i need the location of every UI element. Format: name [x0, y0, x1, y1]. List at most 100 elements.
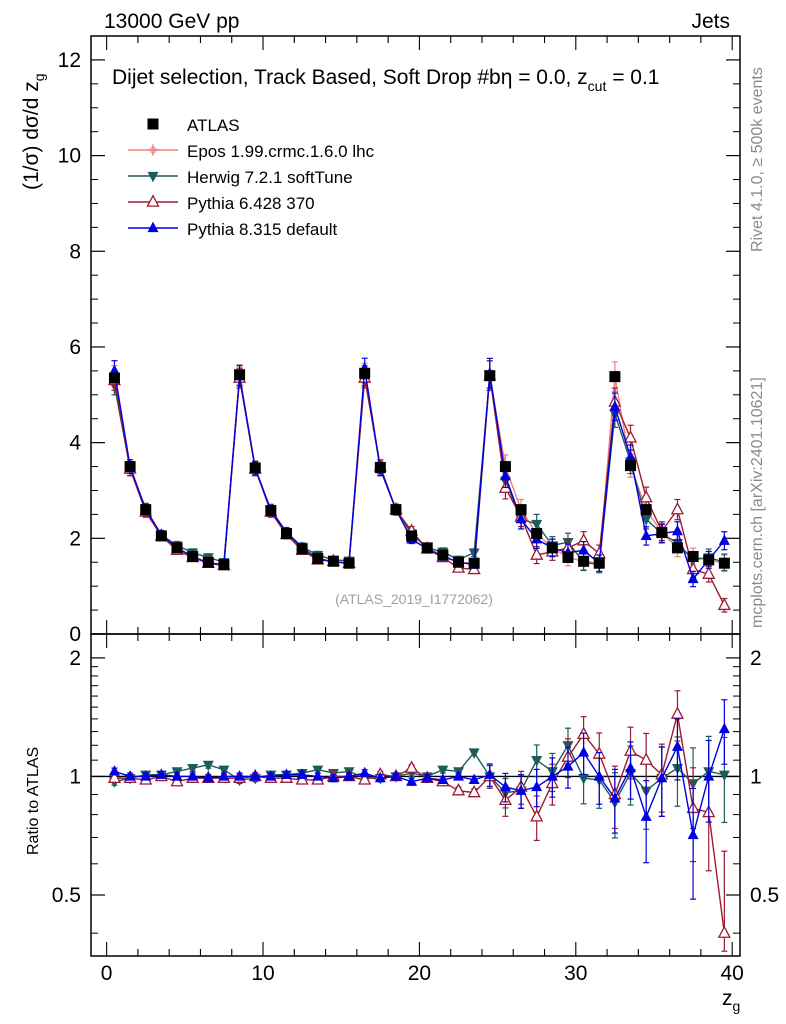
ratio-data-point: [562, 760, 574, 771]
data-point: [530, 547, 544, 560]
legend-marker: [146, 194, 160, 207]
ratio-data-point: [405, 760, 419, 773]
data-point: [140, 504, 152, 516]
data-point: [718, 534, 730, 545]
main-title-eta: η = 0.0, z: [501, 66, 588, 89]
ratio-data-point: [108, 765, 120, 776]
ratio-data-point: [280, 768, 292, 779]
ratio-y-tick-label-right: 0.5: [750, 884, 779, 907]
main-y-tick-label: 4: [69, 432, 81, 455]
main-title-text: Dijet selection, Track Based, Soft Drop …: [112, 66, 501, 89]
legend-label: ATLAS: [187, 116, 240, 135]
ratio-y-tick-label: 0.5: [52, 884, 81, 907]
ratio-data-point: [359, 766, 371, 778]
main-axes: 0 2 4 6 8 10 12: [58, 36, 740, 646]
legend-label: Pythia 6.428 370: [187, 194, 315, 213]
main-y-tick-label: 2: [69, 527, 81, 550]
data-point: [187, 550, 199, 562]
data-point: [717, 597, 731, 611]
data-point: [656, 527, 668, 539]
ratio-data-point: [312, 770, 324, 781]
data-point: [718, 557, 730, 569]
ratio-series-line: [114, 728, 726, 836]
header-right-label: Jets: [691, 10, 730, 33]
ratio-data-point: [546, 770, 558, 781]
ratio-series-1: [107, 690, 731, 952]
ratio-data-point: [530, 809, 544, 822]
ratio-data-point: [218, 770, 230, 781]
x-tick-label: 0: [101, 962, 113, 985]
data-point: [437, 549, 449, 561]
ratio-data-point: [374, 771, 386, 783]
ratio-data-point: [639, 752, 653, 765]
data-point: [155, 530, 167, 542]
data-point: [218, 559, 230, 571]
data-point: [639, 489, 653, 503]
ratio-y-tick-label: 1: [69, 765, 81, 788]
ratio-data-point: [468, 748, 480, 759]
ratio-data-point: [124, 770, 136, 781]
data-point: [671, 524, 683, 536]
ratio-data-point: [578, 746, 590, 757]
ratio-data-point: [656, 771, 668, 783]
main-title-sub: cut: [588, 78, 607, 94]
ratio-data-layer: [107, 690, 731, 952]
ratio-data-point: [343, 770, 355, 781]
main-y-tick-label: 6: [69, 336, 81, 359]
data-point: [671, 542, 683, 554]
x-axis-label-sub: g: [733, 998, 741, 1014]
data-point: [625, 460, 637, 472]
series-4: [108, 357, 730, 588]
ratio-y-axis-label: Ratio to ATLAS: [25, 747, 42, 855]
data-point: [312, 552, 324, 564]
data-point: [609, 371, 621, 383]
data-point: [421, 542, 433, 554]
ratio-data-point: [467, 784, 481, 798]
ratio-data-point: [437, 765, 449, 777]
data-point: [702, 566, 716, 579]
x-tick-label: 20: [408, 962, 431, 985]
main-y-tick-label: 0: [69, 623, 81, 646]
header-left-label: 13000 GeV pp: [104, 10, 239, 33]
ratio-data-point: [609, 791, 621, 803]
ratio-data-point: [107, 770, 122, 783]
x-tick-label: 40: [721, 962, 744, 985]
ratio-data-point: [451, 782, 466, 796]
data-point: [265, 505, 277, 517]
ratio-data-point: [640, 810, 652, 821]
data-point: [670, 501, 685, 515]
ratio-data-point: [484, 768, 496, 779]
ratio-data-point: [140, 770, 152, 781]
data-point: [374, 462, 386, 474]
ratio-data-point: [327, 771, 339, 783]
data-point: [390, 504, 402, 516]
legend-entry: Herwig 7.2.1 softTune: [128, 168, 353, 187]
ratio-y-tick-label: 2: [69, 647, 81, 670]
data-point: [515, 512, 527, 524]
ratio-data-point: [358, 772, 372, 785]
ratio-series-line: [114, 743, 725, 804]
ratio-data-point: [202, 771, 214, 783]
series-line: [113, 368, 725, 581]
ratio-data-point: [265, 770, 277, 781]
legend-label: Pythia 8.315 default: [187, 220, 338, 239]
ratio-data-point: [670, 706, 685, 719]
main-y-axis-label-text: (1/σ) dσ/d z: [20, 81, 43, 190]
legend-marker: [147, 118, 159, 130]
ratio-y-tick-label-right: 1: [750, 765, 762, 788]
ratio-data-point: [296, 768, 308, 779]
ratio-y-tick-label-right: 2: [750, 647, 762, 670]
data-point: [703, 554, 715, 566]
legend-marker: [147, 221, 159, 233]
ratio-series-2: [108, 699, 730, 900]
legend-marker: [147, 144, 159, 156]
data-point: [343, 557, 355, 569]
data-point: [108, 364, 120, 376]
ratio-data-point: [499, 780, 511, 792]
ratio-data-point: [187, 763, 199, 775]
data-point: [531, 519, 543, 531]
data-point: [108, 372, 120, 384]
ratio-data-point: [717, 925, 731, 938]
data-point: [578, 555, 590, 567]
